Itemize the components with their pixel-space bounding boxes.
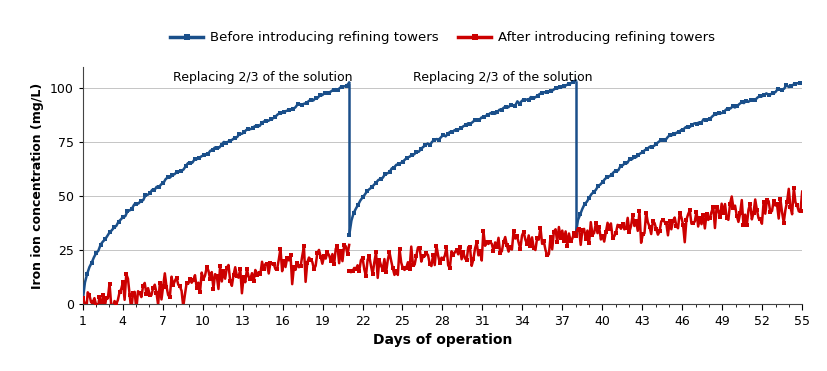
- Legend: Before introducing refining towers, After introducing refining towers: Before introducing refining towers, Afte…: [165, 26, 720, 49]
- Text: Replacing 2/3 of the solution: Replacing 2/3 of the solution: [173, 71, 352, 84]
- Y-axis label: Iron ion concentration (mg/L): Iron ion concentration (mg/L): [31, 82, 44, 289]
- X-axis label: Days of operation: Days of operation: [373, 333, 512, 347]
- Text: Replacing 2/3 of the solution: Replacing 2/3 of the solution: [413, 71, 592, 84]
